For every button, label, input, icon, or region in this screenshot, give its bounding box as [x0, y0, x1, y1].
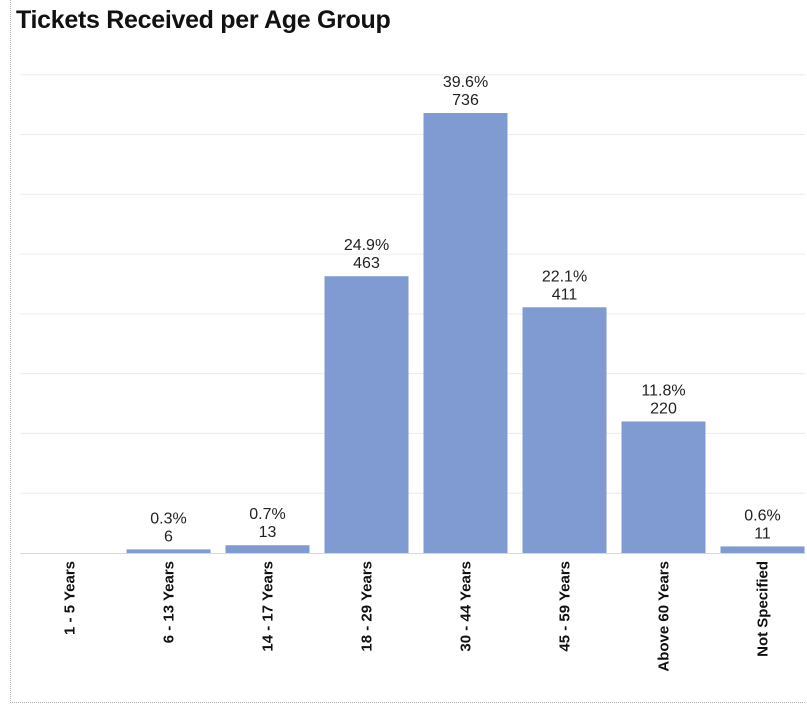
value-label: 13 [259, 524, 277, 541]
chart-frame [10, 0, 805, 703]
percent-label: 22.1% [542, 268, 587, 285]
bars [126, 113, 805, 553]
x-tick-label: 1 - 5 Years [62, 561, 79, 635]
x-tick-label: 45 - 59 Years [557, 561, 574, 652]
x-tick-label: 14 - 17 Years [260, 561, 277, 652]
value-label: 411 [552, 286, 578, 303]
data-labels: 0.3%6 0.7%13 24.9%463 39.6%736 22.1%411 11.8%… [150, 74, 780, 545]
chart-title: Tickets Received per Age Group [16, 6, 391, 34]
percent-label: 24.9% [344, 237, 389, 254]
bar [720, 546, 805, 553]
bar [621, 421, 706, 553]
bar [126, 549, 211, 553]
bar [522, 307, 607, 553]
percent-label: 0.6% [744, 507, 780, 524]
value-label: 463 [353, 255, 380, 272]
value-label: 736 [452, 92, 479, 109]
percent-label: 0.7% [249, 506, 285, 523]
bar [423, 113, 508, 553]
x-tick-label: 30 - 44 Years [458, 561, 475, 652]
x-tick-label: 6 - 13 Years [161, 561, 178, 643]
percent-label: 0.3% [150, 510, 186, 527]
percent-label: 39.6% [443, 74, 488, 91]
x-tick-label: 18 - 29 Years [359, 561, 376, 652]
value-label: 220 [650, 400, 677, 417]
value-label: 11 [754, 525, 771, 542]
percent-label: 11.8% [641, 382, 685, 399]
x-tick-label: Above 60 Years [656, 561, 673, 672]
x-tick-labels: 1 - 5 Years 6 - 13 Years 14 - 17 Years 18 -… [62, 561, 772, 672]
bar [225, 545, 310, 553]
bar [324, 276, 409, 553]
x-tick-label: Not Specified [755, 561, 772, 657]
value-label: 6 [164, 528, 173, 545]
